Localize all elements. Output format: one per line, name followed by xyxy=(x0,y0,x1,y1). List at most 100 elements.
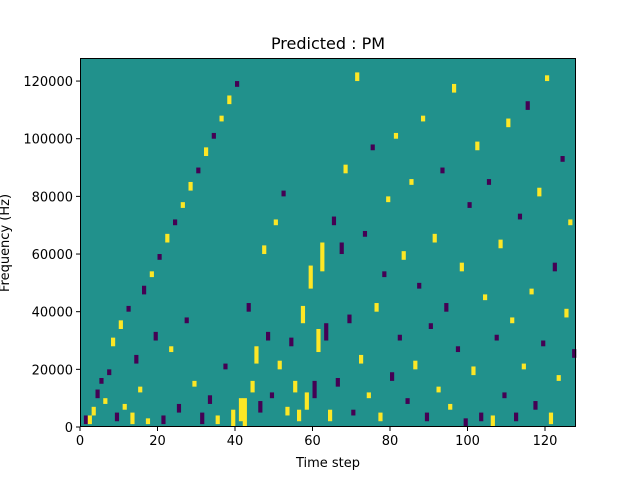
heatmap-cell xyxy=(541,340,546,347)
heatmap-cell xyxy=(378,412,383,422)
heatmap-cell xyxy=(479,412,484,422)
heatmap-cell xyxy=(250,380,255,393)
x-tick-label: 120 xyxy=(533,434,558,449)
heatmap-cell xyxy=(572,349,577,358)
heatmap-cell xyxy=(517,213,523,220)
heatmap-cell xyxy=(424,412,430,422)
heatmap-cell xyxy=(122,403,127,410)
heatmap-cell xyxy=(184,317,189,324)
heatmap-cell xyxy=(397,334,402,341)
y-tick-label: 40000 xyxy=(32,306,73,321)
heatmap-cell xyxy=(95,389,100,399)
heatmap-cell xyxy=(273,219,278,226)
heatmap-cell xyxy=(417,282,422,289)
heatmap-cell xyxy=(393,132,399,139)
heatmap-cell xyxy=(281,190,286,197)
heatmap-cell xyxy=(293,380,298,393)
heatmap-cell xyxy=(285,406,290,416)
heatmap-cell xyxy=(297,409,302,422)
heatmap-cell xyxy=(103,398,108,404)
heatmap-cell xyxy=(196,167,201,174)
heatmap-cell xyxy=(161,415,166,425)
heatmap-cell xyxy=(262,245,267,255)
heatmap-cell xyxy=(138,386,143,393)
heatmap-cell xyxy=(459,262,464,272)
heatmap-cell xyxy=(533,401,538,410)
y-tick-label: 120000 xyxy=(23,75,73,90)
heatmap-cell xyxy=(463,418,468,427)
heatmap-cell xyxy=(390,372,395,381)
heatmap-cell xyxy=(564,308,569,318)
heatmap-cell xyxy=(254,346,259,364)
heatmap-cell xyxy=(130,412,135,425)
y-tick-label: 80000 xyxy=(32,190,73,205)
heatmap-cell xyxy=(405,398,410,404)
heatmap-cell xyxy=(207,395,213,404)
y-tick-label: 60000 xyxy=(32,248,73,263)
heatmap-cell xyxy=(215,415,220,425)
y-axis-ticks: 0 20000 40000 60000 80000 100000 120000 xyxy=(23,75,80,436)
heatmap-cell xyxy=(366,392,371,399)
heatmap-cell xyxy=(173,219,178,226)
heatmap-cell xyxy=(99,377,104,384)
heatmap-cell xyxy=(351,409,356,416)
heatmap-cell xyxy=(188,181,193,191)
heatmap-cell xyxy=(169,346,174,353)
heatmap-cell xyxy=(362,230,368,237)
heatmap-cell xyxy=(537,187,542,197)
heatmap-cell xyxy=(231,409,236,427)
heatmap-cell xyxy=(223,363,228,370)
heatmap-cell xyxy=(486,179,492,185)
heatmap-cell xyxy=(370,144,375,151)
heatmap-cell xyxy=(242,398,247,427)
x-tick-label: 60 xyxy=(304,434,321,449)
x-axis-label: Time step xyxy=(295,456,360,471)
heatmap-cell xyxy=(176,403,182,413)
heatmap-cell xyxy=(204,147,209,157)
y-tick-label: 20000 xyxy=(32,363,73,378)
heatmap-cell xyxy=(548,412,554,425)
heatmap-cell xyxy=(432,233,437,243)
heatmap-cell xyxy=(114,412,120,422)
x-tick-label: 80 xyxy=(382,434,399,449)
heatmap-background xyxy=(80,58,576,427)
heatmap-cell xyxy=(324,323,329,341)
heatmap-cell xyxy=(374,303,379,312)
heatmap-cell xyxy=(312,380,317,399)
heatmap-cell xyxy=(145,418,151,425)
x-axis-ticks: 0 20 40 60 80 100 120 xyxy=(76,427,558,449)
heatmap-cell xyxy=(118,320,123,329)
heatmap-cell xyxy=(483,294,488,301)
heatmap-cell xyxy=(258,401,263,413)
heatmap-cell xyxy=(413,360,418,370)
heatmap-cell xyxy=(490,415,495,427)
heatmap-cell xyxy=(149,271,154,278)
heatmap-cell xyxy=(157,254,162,260)
heatmap-cell xyxy=(107,369,112,376)
heatmap-cell xyxy=(165,233,170,243)
heatmap-cell xyxy=(502,392,507,399)
heatmap-cell xyxy=(525,101,530,110)
heatmap-cell xyxy=(494,334,499,341)
y-tick-label: 100000 xyxy=(23,133,73,148)
heatmap-cells xyxy=(83,72,577,427)
y-axis-label: Frequency (Hz) xyxy=(0,194,13,292)
heatmap-cell xyxy=(436,386,441,393)
x-tick-label: 0 xyxy=(76,434,84,449)
y-tick-label: 0 xyxy=(65,421,73,436)
heatmap-cell xyxy=(211,132,216,139)
heatmap-cell xyxy=(452,83,457,93)
heatmap-cell xyxy=(355,72,360,82)
heatmap-cell xyxy=(180,202,185,208)
heatmap-cell xyxy=(514,412,519,422)
heatmap-cell xyxy=(331,216,337,226)
heatmap-cell xyxy=(308,265,313,289)
heatmap-cell xyxy=(440,167,445,174)
x-tick-label: 20 xyxy=(149,434,166,449)
heatmap-cell xyxy=(142,285,147,295)
heatmap-cell xyxy=(560,156,565,162)
plot-area xyxy=(80,58,577,427)
x-tick-label: 40 xyxy=(227,434,244,449)
heatmap-cell xyxy=(545,75,550,82)
